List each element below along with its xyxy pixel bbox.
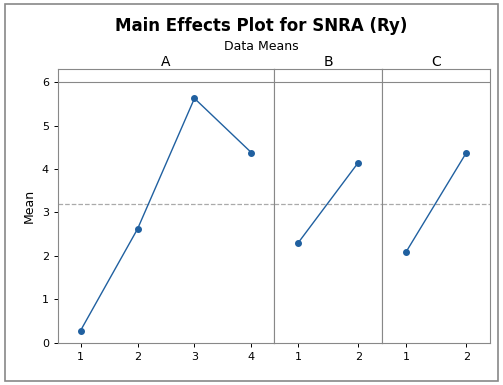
Text: B: B [323, 55, 333, 69]
Y-axis label: Mean: Mean [23, 189, 36, 223]
Text: A: A [161, 55, 171, 69]
Text: C: C [432, 55, 441, 69]
Text: Main Effects Plot for SNRA (Ry): Main Effects Plot for SNRA (Ry) [115, 17, 408, 35]
Text: Data Means: Data Means [224, 40, 299, 54]
